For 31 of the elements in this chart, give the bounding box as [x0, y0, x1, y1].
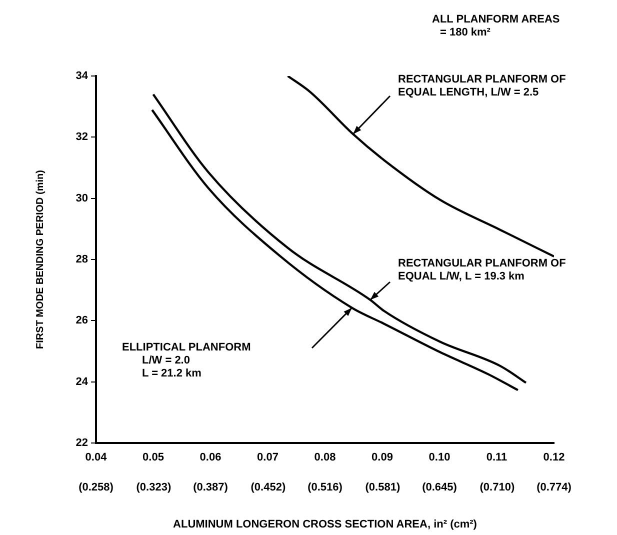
- x2-tick-label: (0.645): [422, 482, 458, 494]
- x-tick-label: 0.08: [314, 452, 336, 464]
- x-tick-label: 0.11: [486, 452, 508, 464]
- y-tick-label: 22: [76, 437, 88, 450]
- x-tick-label: 0.12: [543, 452, 565, 464]
- x-tick-label: 0.05: [142, 452, 164, 464]
- x2-tick-label: (0.452): [250, 482, 286, 494]
- x2-tick-label: (0.710): [480, 482, 515, 494]
- annotation: RECTANGULAR PLANFORM OF EQUAL L/W, L = 19.3 km: [398, 258, 566, 283]
- annotation: RECTANGULAR PLANFORM OF EQUAL LENGTH, L/W = 2.5: [398, 74, 566, 99]
- y-tick-label: 30: [76, 192, 88, 204]
- x2-tick-label: (0.581): [365, 482, 400, 494]
- y-tick-label: 24: [76, 376, 89, 388]
- x-tick-label: 0.06: [200, 452, 222, 464]
- x2-tick-label: (0.516): [308, 482, 343, 494]
- x-tick-label: 0.07: [257, 452, 278, 464]
- x2-tick-label: (0.774): [536, 482, 572, 494]
- x2-tick-label: (0.323): [136, 482, 172, 494]
- x2-tick-label: (0.258): [78, 482, 114, 494]
- x-axis-title: ALUMINUM LONGERON CROSS SECTION AREA, in² (cm²): [173, 518, 478, 530]
- y-tick-label: 28: [76, 254, 88, 266]
- x-tick-label: 0.04: [85, 452, 108, 464]
- y-tick-label: 34: [76, 70, 89, 82]
- text: ALL PLANFORM AREAS = 180 km²: [432, 14, 560, 39]
- y-axis-title: FIRST MODE BENDING PERIOD (min): [34, 170, 46, 349]
- y-tick-label: 26: [76, 314, 88, 327]
- x-tick-label: 0.09: [372, 452, 393, 464]
- x2-tick-label: (0.387): [193, 482, 228, 494]
- x-tick-label: 0.10: [428, 452, 450, 464]
- annotation: ELLIPTICAL PLANFORM L/W = 2.0 L = 21.2 km: [122, 342, 251, 380]
- y-tick-label: 32: [76, 131, 88, 144]
